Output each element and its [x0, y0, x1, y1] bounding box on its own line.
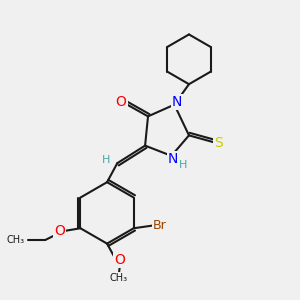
Text: CH₃: CH₃ [110, 273, 128, 283]
Text: H: H [102, 155, 110, 165]
Text: O: O [54, 224, 65, 238]
Text: N: N [172, 95, 182, 109]
Text: O: O [116, 95, 127, 109]
Text: O: O [114, 253, 125, 267]
Text: Br: Br [153, 219, 167, 232]
Text: S: S [214, 136, 223, 150]
Text: N: N [168, 152, 178, 167]
Text: CH₃: CH₃ [6, 235, 24, 245]
Text: H: H [179, 160, 187, 170]
